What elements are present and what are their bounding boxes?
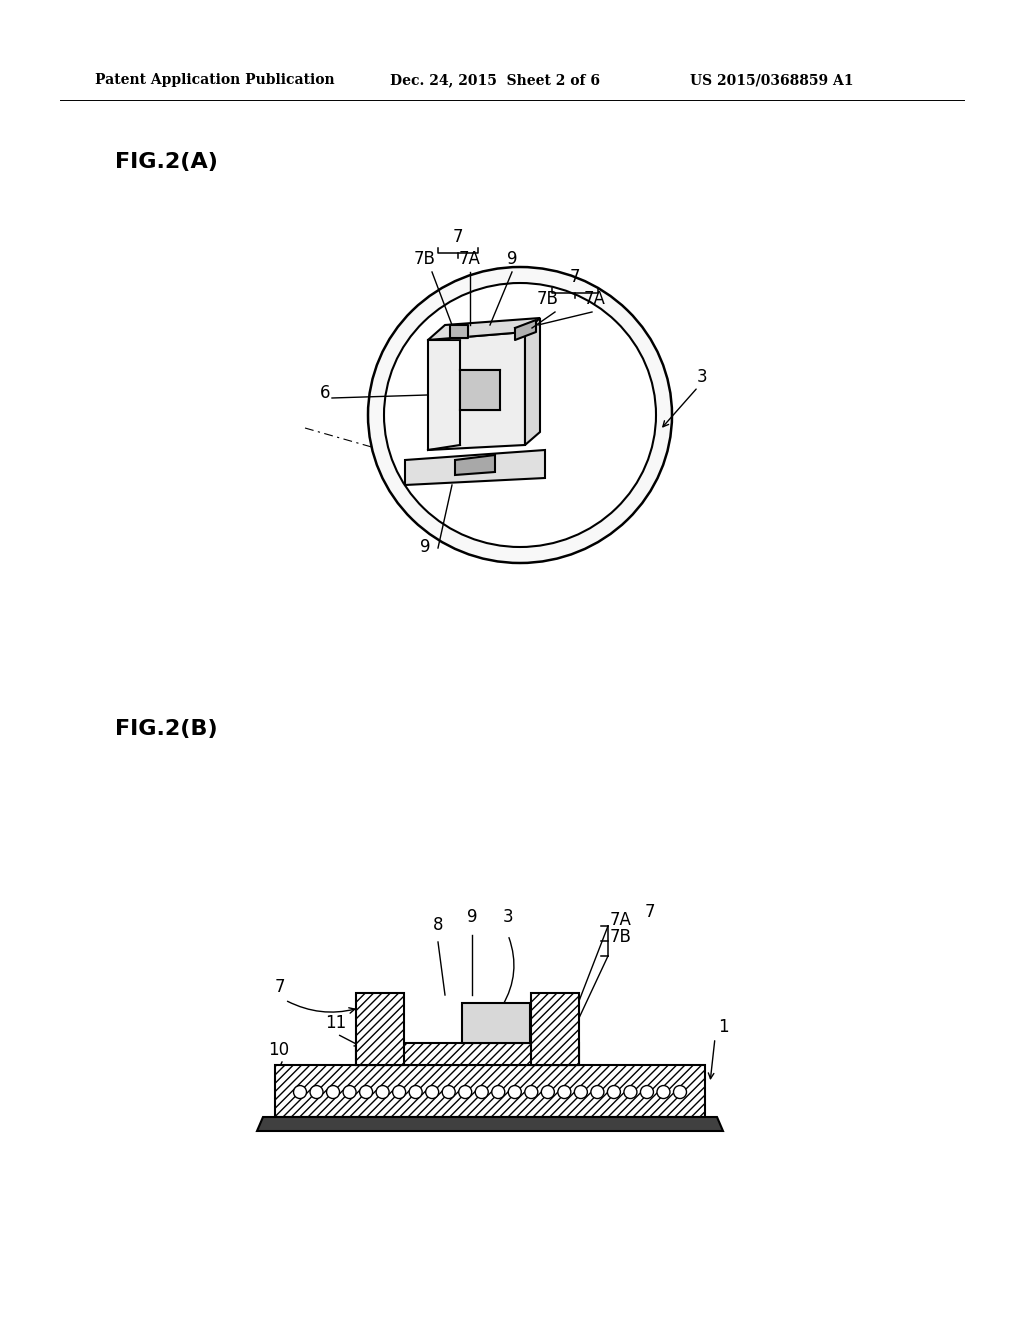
- Text: 9: 9: [467, 908, 477, 927]
- Circle shape: [442, 1085, 456, 1098]
- Circle shape: [492, 1085, 505, 1098]
- Circle shape: [508, 1085, 521, 1098]
- Circle shape: [657, 1085, 670, 1098]
- Ellipse shape: [368, 267, 672, 564]
- Text: 7A: 7A: [584, 290, 606, 308]
- Ellipse shape: [384, 282, 656, 546]
- Text: 9: 9: [507, 249, 517, 268]
- Text: Dec. 24, 2015  Sheet 2 of 6: Dec. 24, 2015 Sheet 2 of 6: [390, 73, 600, 87]
- Circle shape: [310, 1085, 323, 1098]
- Text: 7: 7: [569, 268, 581, 286]
- Polygon shape: [428, 318, 540, 341]
- Text: 6: 6: [319, 384, 331, 403]
- Polygon shape: [455, 455, 495, 475]
- Circle shape: [607, 1085, 621, 1098]
- Circle shape: [475, 1085, 488, 1098]
- Polygon shape: [460, 370, 500, 411]
- Text: 7A: 7A: [610, 911, 632, 929]
- Circle shape: [410, 1085, 422, 1098]
- Circle shape: [574, 1085, 588, 1098]
- Text: 9: 9: [420, 539, 430, 556]
- Text: 10: 10: [268, 1041, 289, 1059]
- Circle shape: [624, 1085, 637, 1098]
- Polygon shape: [515, 319, 536, 341]
- Text: 7: 7: [645, 903, 655, 921]
- Text: 7B: 7B: [610, 928, 632, 946]
- Polygon shape: [450, 325, 468, 338]
- Circle shape: [426, 1085, 438, 1098]
- Circle shape: [525, 1085, 538, 1098]
- Circle shape: [376, 1085, 389, 1098]
- Circle shape: [294, 1085, 306, 1098]
- Polygon shape: [525, 318, 540, 445]
- Text: 3: 3: [503, 908, 513, 927]
- Circle shape: [542, 1085, 554, 1098]
- Text: FIG.2(A): FIG.2(A): [115, 152, 218, 172]
- Text: FIG.2(B): FIG.2(B): [115, 719, 218, 739]
- Text: 11: 11: [325, 1014, 346, 1032]
- Circle shape: [591, 1085, 604, 1098]
- Text: 7: 7: [275, 978, 286, 997]
- Circle shape: [558, 1085, 570, 1098]
- Text: 7B: 7B: [414, 249, 436, 268]
- Text: 8: 8: [433, 916, 443, 935]
- Bar: [356, 993, 404, 1065]
- Bar: [462, 1003, 530, 1043]
- Circle shape: [392, 1085, 406, 1098]
- Circle shape: [327, 1085, 340, 1098]
- Bar: [356, 1043, 579, 1065]
- Circle shape: [459, 1085, 472, 1098]
- Circle shape: [343, 1085, 356, 1098]
- Bar: [531, 993, 579, 1065]
- Polygon shape: [406, 450, 545, 484]
- Circle shape: [359, 1085, 373, 1098]
- Text: US 2015/0368859 A1: US 2015/0368859 A1: [690, 73, 853, 87]
- Text: 7B: 7B: [537, 290, 559, 308]
- Text: 3: 3: [696, 368, 708, 385]
- Polygon shape: [257, 1117, 723, 1131]
- Text: 1: 1: [718, 1018, 729, 1036]
- Bar: [275, 1065, 705, 1117]
- Text: 7: 7: [453, 228, 463, 246]
- Text: 7A: 7A: [459, 249, 481, 268]
- Circle shape: [674, 1085, 686, 1098]
- Circle shape: [640, 1085, 653, 1098]
- Text: Patent Application Publication: Patent Application Publication: [95, 73, 335, 87]
- Polygon shape: [428, 333, 525, 450]
